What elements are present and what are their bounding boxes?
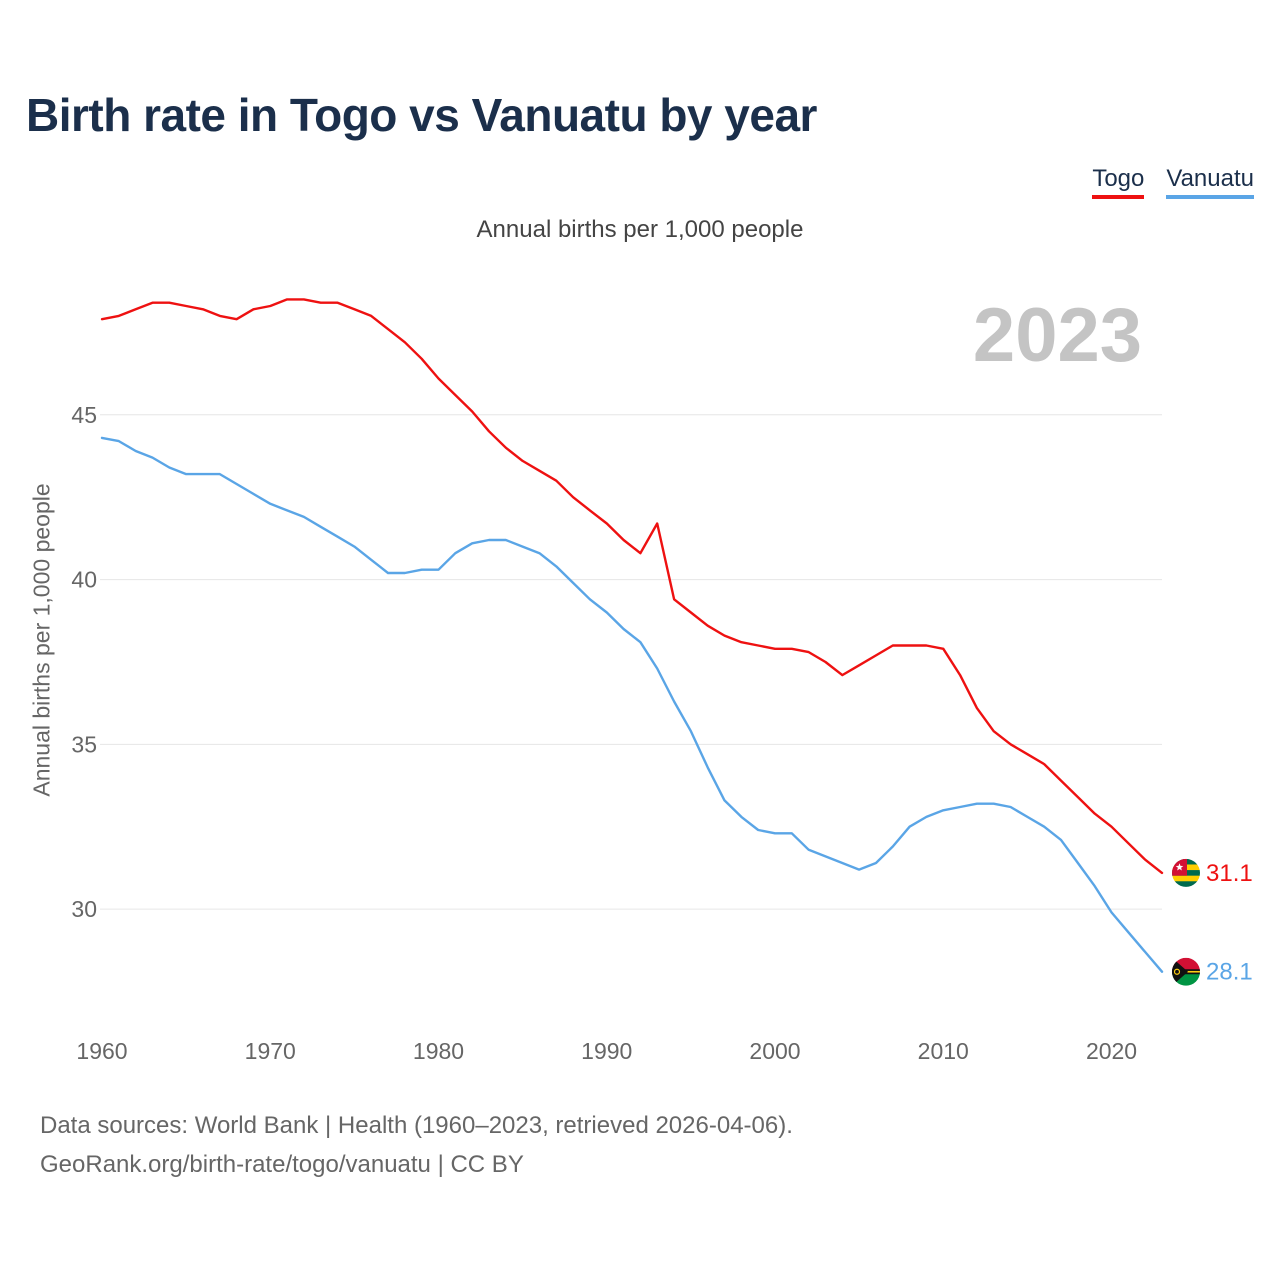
legend-item-togo[interactable]: Togo xyxy=(1092,165,1145,200)
series-line-togo xyxy=(100,298,1164,875)
vanuatu-flag-icon xyxy=(1172,957,1200,986)
source-note: Data sources: World Bank | Health (1960–… xyxy=(40,1106,793,1184)
y-tick-label-30: 30 xyxy=(71,896,97,922)
y-axis-label: Annual births per 1,000 people xyxy=(28,483,55,797)
year-display: 2023 xyxy=(972,293,1142,378)
legend: Togo Vanuatu xyxy=(1092,165,1254,200)
y-tick-label-35: 35 xyxy=(71,731,97,757)
chart-title: Birth rate in Togo vs Vanuatu by year xyxy=(26,89,817,141)
x-tick-label-2020: 2020 xyxy=(1086,1038,1137,1064)
x-tick-label-2000: 2000 xyxy=(749,1038,800,1064)
y-tick-label-40: 40 xyxy=(71,567,97,593)
x-tick-label-1980: 1980 xyxy=(413,1038,464,1064)
y-tick-label-45: 45 xyxy=(71,402,97,428)
source-line-2[interactable]: GeoRank.org/birth-rate/togo/vanuatu | CC… xyxy=(40,1151,524,1178)
series-line-vanuatu xyxy=(100,436,1164,973)
chart-subtitle: Annual births per 1,000 people xyxy=(476,216,804,243)
x-tick-label-1960: 1960 xyxy=(76,1038,127,1064)
end-label-togo: 31.1 xyxy=(1206,860,1253,887)
x-tick-label-2010: 2010 xyxy=(918,1038,969,1064)
x-tick-label-1990: 1990 xyxy=(581,1038,632,1064)
togo-flag-icon xyxy=(1172,858,1200,887)
source-line-1: Data sources: World Bank | Health (1960–… xyxy=(40,1112,793,1139)
legend-item-vanuatu[interactable]: Vanuatu xyxy=(1166,165,1254,200)
end-label-vanuatu: 28.1 xyxy=(1206,959,1253,986)
x-tick-label-1970: 1970 xyxy=(245,1038,296,1064)
